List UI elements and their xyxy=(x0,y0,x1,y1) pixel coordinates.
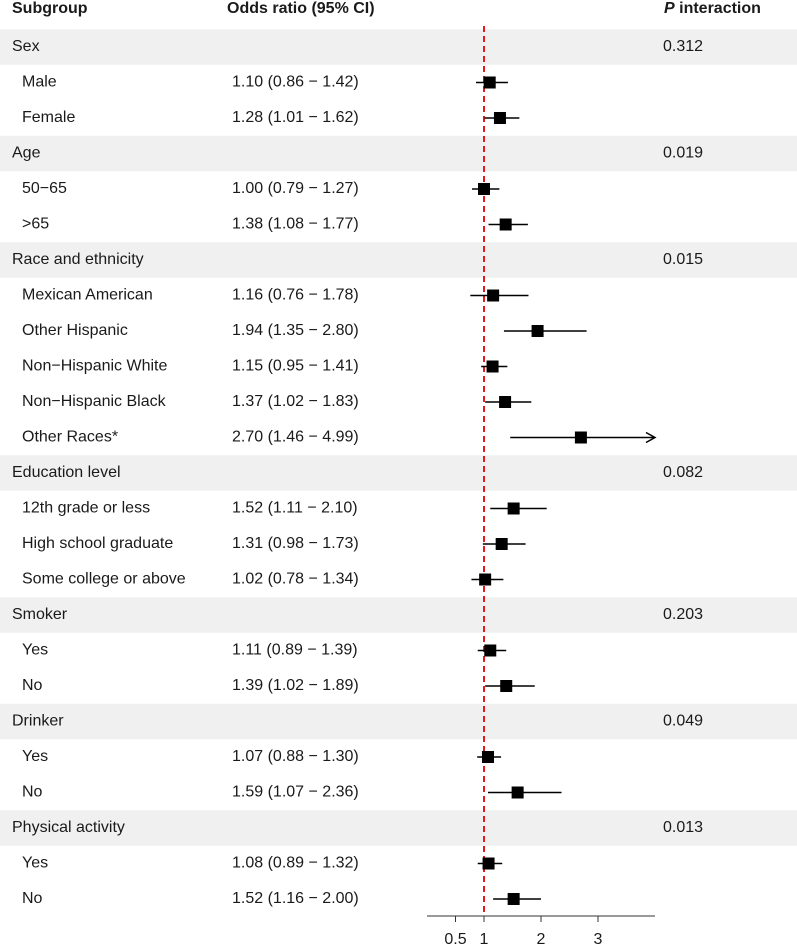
group-band xyxy=(0,810,797,846)
subgroup-label: Some college or above xyxy=(22,571,186,588)
estimate-label: 1.02 (0.78 − 1.34) xyxy=(232,571,359,588)
group-band xyxy=(0,242,797,278)
subgroup-label: No xyxy=(22,890,43,907)
estimate-label: 1.07 (0.88 − 1.30) xyxy=(232,748,359,765)
group-label: Physical activity xyxy=(12,819,125,836)
estimate-marker xyxy=(479,573,492,586)
p-interaction: 0.015 xyxy=(663,251,703,268)
group-band xyxy=(0,597,797,633)
estimate-marker xyxy=(574,431,587,444)
ci-arrow xyxy=(645,431,657,444)
estimate-marker xyxy=(511,786,524,799)
x-tick-label: 1 xyxy=(480,931,489,947)
estimate-label: 1.11 (0.89 − 1.39) xyxy=(232,642,358,659)
subgroup-label: Yes xyxy=(22,748,48,765)
subgroup-label: >65 xyxy=(22,216,49,233)
header-p-italic: P xyxy=(664,0,675,17)
group-label: Education level xyxy=(12,464,121,481)
estimate-label: 1.10 (0.86 − 1.42) xyxy=(232,74,359,91)
x-tick-label: 0.5 xyxy=(444,931,466,947)
p-interaction: 0.312 xyxy=(663,38,703,55)
estimate-label: 1.39 (1.02 − 1.89) xyxy=(232,677,359,694)
subgroup-label: No xyxy=(22,784,43,801)
estimate-marker xyxy=(484,644,497,657)
subgroup-label: 12th grade or less xyxy=(22,500,150,517)
estimate-label: 2.70 (1.46 − 4.99) xyxy=(232,429,359,446)
header-subgroup: Subgroup xyxy=(12,0,88,17)
estimate-marker xyxy=(478,183,490,195)
estimate-marker xyxy=(507,893,520,905)
group-band xyxy=(0,703,797,740)
estimate-label: 1.59 (1.07 − 2.36) xyxy=(232,784,359,801)
estimate-label: 1.00 (0.79 − 1.27) xyxy=(232,180,359,197)
estimate-label: 1.94 (1.35 − 2.80) xyxy=(232,322,359,339)
estimate-label: 1.38 (1.08 − 1.77) xyxy=(232,216,359,233)
x-tick-label: 2 xyxy=(537,931,546,947)
subgroup-label: Other Hispanic xyxy=(22,322,128,339)
subgroup-label: Yes xyxy=(22,855,48,872)
header-p: P interaction xyxy=(664,0,761,17)
subgroup-label: High school graduate xyxy=(22,535,173,552)
p-interaction: 0.013 xyxy=(663,819,703,836)
p-interaction: 0.082 xyxy=(663,464,703,481)
subgroup-label: Male xyxy=(22,74,57,91)
group-label: Smoker xyxy=(12,606,68,623)
estimate-label: 1.08 (0.89 − 1.32) xyxy=(232,855,359,872)
x-tick-label: 3 xyxy=(594,931,603,947)
estimate-marker xyxy=(499,396,512,408)
group-label: Race and ethnicity xyxy=(12,251,144,268)
estimate-label: 1.31 (0.98 − 1.73) xyxy=(232,535,359,552)
group-band xyxy=(0,455,797,491)
estimate-label: 1.37 (1.02 − 1.83) xyxy=(232,393,359,410)
estimate-label: 1.52 (1.11 − 2.10) xyxy=(232,500,358,517)
p-interaction: 0.019 xyxy=(663,145,703,162)
estimate-marker xyxy=(531,325,544,337)
subgroup-label: Non−Hispanic White xyxy=(22,358,168,375)
estimate-marker xyxy=(481,751,494,763)
p-interaction: 0.049 xyxy=(663,713,703,730)
group-band xyxy=(0,135,797,172)
subgroup-label: Non−Hispanic Black xyxy=(22,393,167,410)
estimate-marker xyxy=(500,680,513,692)
estimate-marker xyxy=(493,112,506,124)
p-interaction: 0.203 xyxy=(663,606,703,623)
estimate-marker xyxy=(495,538,508,550)
subgroup-label: Other Races* xyxy=(22,429,118,446)
estimate-marker xyxy=(507,502,520,515)
estimate-marker xyxy=(487,289,500,302)
estimate-label: 1.52 (1.16 − 2.00) xyxy=(232,890,359,907)
estimate-marker xyxy=(499,218,512,231)
subgroup-label: 50−65 xyxy=(22,180,67,197)
estimate-marker xyxy=(483,76,496,89)
estimate-marker xyxy=(482,857,495,870)
group-band xyxy=(0,29,797,65)
estimate-marker xyxy=(486,360,499,373)
group-label: Age xyxy=(12,145,41,162)
subgroup-label: No xyxy=(22,677,43,694)
header-estimate: Odds ratio (95% CI) xyxy=(227,0,375,17)
estimate-label: 1.16 (0.76 − 1.78) xyxy=(232,287,359,304)
group-label: Drinker xyxy=(12,713,64,730)
subgroup-label: Yes xyxy=(22,642,48,659)
estimate-label: 1.15 (0.95 − 1.41) xyxy=(232,358,359,375)
group-label: Sex xyxy=(12,38,40,55)
row-bands xyxy=(0,29,797,846)
estimate-label: 1.28 (1.01 − 1.62) xyxy=(232,109,359,126)
header-p-rest: interaction xyxy=(679,0,761,17)
subgroup-label: Mexican American xyxy=(22,287,153,304)
subgroup-label: Female xyxy=(22,109,75,126)
